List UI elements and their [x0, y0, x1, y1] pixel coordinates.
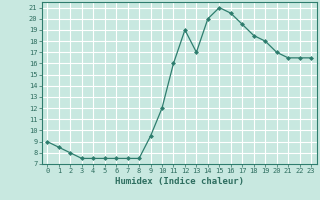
X-axis label: Humidex (Indice chaleur): Humidex (Indice chaleur) [115, 177, 244, 186]
